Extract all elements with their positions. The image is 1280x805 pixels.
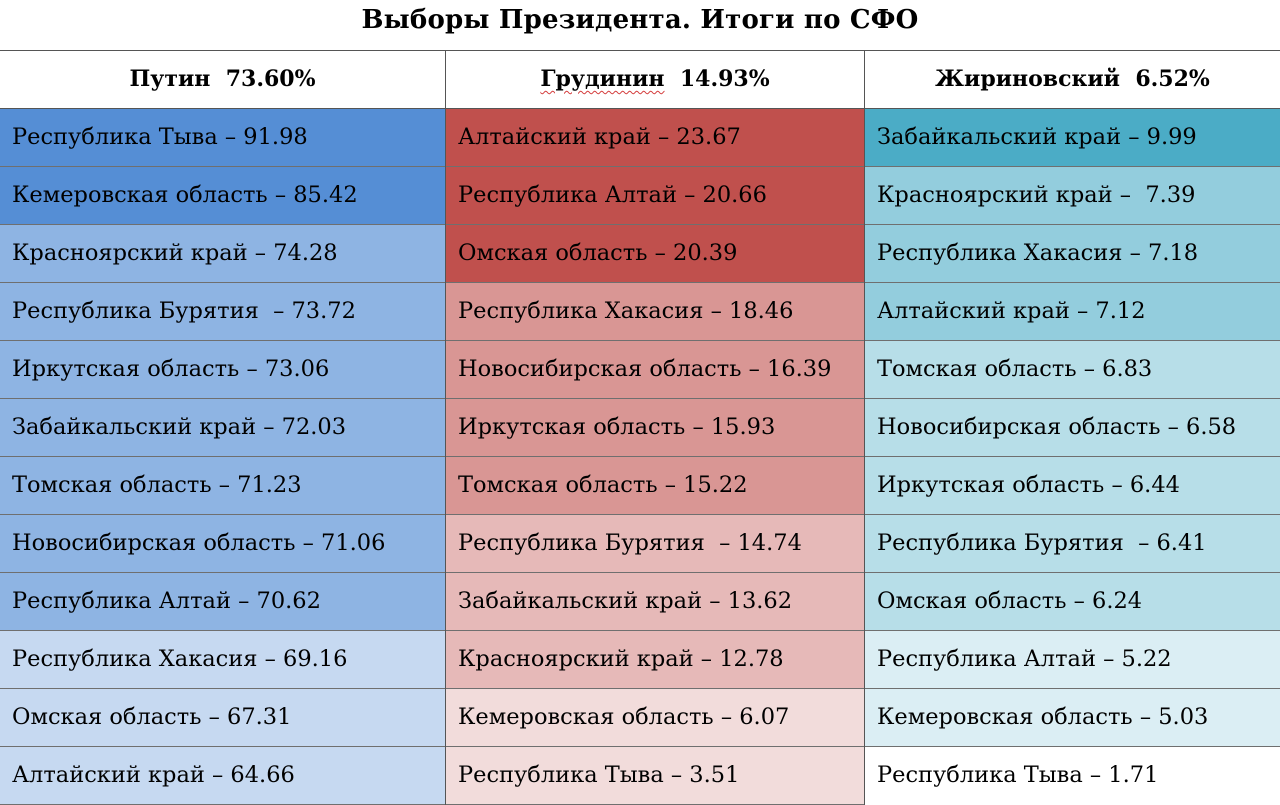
region-result-cell: Республика Бурятия – 6.41 (865, 515, 1280, 573)
region-result-cell: Красноярский край – 12.78 (446, 631, 864, 689)
region-result-cell: Забайкальский край – 72.03 (0, 399, 445, 457)
region-result-cell: Омская область – 20.39 (446, 225, 864, 283)
region-result-cell: Иркутская область – 73.06 (0, 341, 445, 399)
region-result-cell: Томская область – 71.23 (0, 457, 445, 515)
candidate-name: Жириновский (935, 66, 1121, 92)
column-zhirinovsky: Жириновский 6.52% Забайкальский край – 9… (864, 51, 1280, 805)
region-result-cell: Красноярский край – 74.28 (0, 225, 445, 283)
region-result-cell: Республика Алтай – 70.62 (0, 573, 445, 631)
region-result-cell: Республика Тыва – 91.98 (0, 109, 445, 167)
region-result-cell: Красноярский край – 7.39 (865, 167, 1280, 225)
region-result-cell: Республика Алтай – 5.22 (865, 631, 1280, 689)
region-result-cell: Омская область – 67.31 (0, 689, 445, 747)
region-result-cell: Республика Бурятия – 14.74 (446, 515, 864, 573)
region-result-cell: Республика Тыва – 3.51 (446, 747, 864, 805)
region-result-cell: Кемеровская область – 6.07 (446, 689, 864, 747)
candidate-percent: 6.52% (1135, 66, 1210, 92)
region-result-cell: Омская область – 6.24 (865, 573, 1280, 631)
region-result-cell: Республика Хакасия – 18.46 (446, 283, 864, 341)
candidate-name: Путин (129, 66, 211, 92)
region-result-cell: Томская область – 6.83 (865, 341, 1280, 399)
region-result-cell: Республика Тыва – 1.71 (865, 747, 1280, 804)
region-result-cell: Иркутская область – 15.93 (446, 399, 864, 457)
region-result-cell: Республика Хакасия – 69.16 (0, 631, 445, 689)
region-result-cell: Забайкальский край – 13.62 (446, 573, 864, 631)
candidate-name: Грудинин (540, 66, 665, 92)
region-result-cell: Новосибирская область – 6.58 (865, 399, 1280, 457)
region-result-cell: Алтайский край – 64.66 (0, 747, 445, 805)
region-result-cell: Алтайский край – 23.67 (446, 109, 864, 167)
column-putin: Путин 73.60% Республика Тыва – 91.98 Кеме… (0, 51, 445, 805)
results-table: Путин 73.60% Республика Тыва – 91.98 Кеме… (0, 50, 1280, 805)
region-result-cell: Республика Хакасия – 7.18 (865, 225, 1280, 283)
column-header-grudinin: Грудинин 14.93% (446, 51, 864, 109)
region-result-cell: Кемеровская область – 5.03 (865, 689, 1280, 747)
region-result-cell: Кемеровская область – 85.42 (0, 167, 445, 225)
region-result-cell: Новосибирская область – 71.06 (0, 515, 445, 573)
page-title: Выборы Президента. Итоги по СФО (361, 5, 919, 35)
region-result-cell: Томская область – 15.22 (446, 457, 864, 515)
column-header-putin: Путин 73.60% (0, 51, 445, 109)
region-result-cell: Иркутская область – 6.44 (865, 457, 1280, 515)
region-result-cell: Алтайский край – 7.12 (865, 283, 1280, 341)
region-result-cell: Республика Бурятия – 73.72 (0, 283, 445, 341)
candidate-percent: 73.60% (225, 66, 316, 92)
column-header-zhirinovsky: Жириновский 6.52% (865, 51, 1280, 109)
region-result-cell: Республика Алтай – 20.66 (446, 167, 864, 225)
column-grudinin: Грудинин 14.93% Алтайский край – 23.67 Ре… (445, 51, 864, 805)
region-result-cell: Новосибирская область – 16.39 (446, 341, 864, 399)
region-result-cell: Забайкальский край – 9.99 (865, 109, 1280, 167)
candidate-percent: 14.93% (679, 66, 770, 92)
